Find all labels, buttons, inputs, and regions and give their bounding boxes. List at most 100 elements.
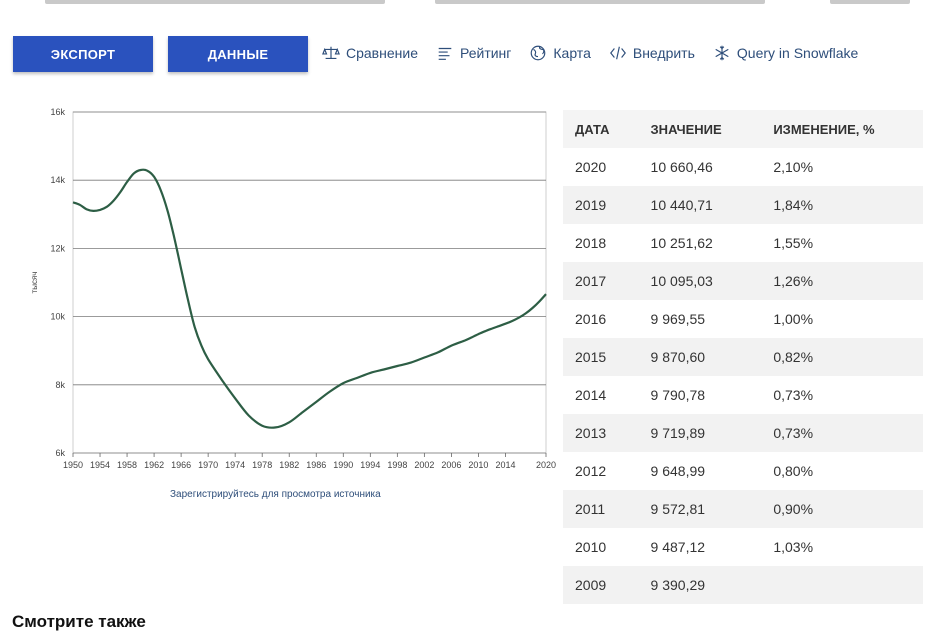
x-tick-label: 1970 xyxy=(198,460,218,470)
y-tick-label: 12k xyxy=(50,243,65,253)
col-header-change: ИЗМЕНЕНИЕ, % xyxy=(761,110,923,148)
y-tick-label: 16k xyxy=(50,107,65,117)
cell-value: 10 440,71 xyxy=(638,186,762,224)
table-row: 2017 10 095,03 1,26% xyxy=(563,262,923,300)
table-row: 2018 10 251,62 1,55% xyxy=(563,224,923,262)
tool-map[interactable]: Карта xyxy=(529,44,591,62)
x-tick-label: 1978 xyxy=(252,460,272,470)
cell-change: 0,90% xyxy=(761,490,923,528)
y-tick-label: 14k xyxy=(50,175,65,185)
y-tick-label: 10k xyxy=(50,312,65,322)
plot-frame xyxy=(72,111,547,454)
table-row: 2015 9 870,60 0,82% xyxy=(563,338,923,376)
cell-change: 0,73% xyxy=(761,414,923,452)
snowflake-icon xyxy=(715,45,729,61)
x-tick-label: 2010 xyxy=(468,460,488,470)
export-button[interactable]: ЭКСПОРТ xyxy=(13,36,153,72)
x-tick-label: 1990 xyxy=(333,460,353,470)
cell-date: 2015 xyxy=(563,338,639,376)
cell-value: 9 572,81 xyxy=(638,490,762,528)
cell-change: 0,82% xyxy=(761,338,923,376)
globe-icon xyxy=(531,45,546,61)
code-icon xyxy=(609,46,626,60)
series-line xyxy=(72,168,547,429)
table-row: 2014 9 790,78 0,73% xyxy=(563,376,923,414)
col-header-date: ДАТА xyxy=(563,110,639,148)
x-tick-label: 1958 xyxy=(117,460,137,470)
x-tick-label: 2014 xyxy=(495,460,515,470)
cell-date: 2011 xyxy=(563,490,639,528)
col-header-value: ЗНАЧЕНИЕ xyxy=(638,110,762,148)
x-tick-label: 2002 xyxy=(414,460,434,470)
table-row: 2010 9 487,12 1,03% xyxy=(563,528,923,566)
tool-map-label: Карта xyxy=(553,45,591,61)
x-tick-label: 1994 xyxy=(360,460,380,470)
top-edge xyxy=(0,0,931,8)
source-link[interactable]: Зарегистрируйтесь для просмотра источник… xyxy=(170,489,381,500)
x-tick-label: 1974 xyxy=(225,460,245,470)
tool-embed-label: Внедрить xyxy=(632,45,695,61)
cell-value: 9 790,78 xyxy=(650,387,706,403)
y-tick-label: 8k xyxy=(55,380,65,390)
list-icon xyxy=(438,47,452,60)
cell-change: 1,84% xyxy=(761,186,923,224)
tool-snowflake-label: Query in Snowflake xyxy=(736,45,859,61)
x-tick-label: 1986 xyxy=(306,460,326,470)
cell-date: 2019 xyxy=(563,186,639,224)
cell-value: 10 251,62 xyxy=(650,235,713,251)
tool-compare-label: Сравнение xyxy=(346,45,418,61)
table-row: 2009 9 390,29 xyxy=(563,566,923,604)
cell-change: 0,73% xyxy=(773,387,814,403)
cell-change: 0,80% xyxy=(773,463,814,479)
x-tick-label: 2020 xyxy=(536,460,556,470)
tool-rating[interactable]: Рейтинг xyxy=(436,44,511,62)
cell-change: 1,00% xyxy=(773,311,814,327)
y-tick-label: 6k xyxy=(55,448,65,458)
y-axis-label: тысяч xyxy=(30,272,39,294)
x-tick-label: 1966 xyxy=(171,460,191,470)
cell-date: 2018 xyxy=(575,235,607,251)
data-table: ДАТА ЗНАЧЕНИЕ ИЗМЕНЕНИЕ, % 2020 10 660,46… xyxy=(563,110,923,604)
cell-date: 2014 xyxy=(575,387,607,403)
table-header-row: ДАТА ЗНАЧЕНИЕ ИЗМЕНЕНИЕ, % xyxy=(563,110,923,148)
cell-change: 1,26% xyxy=(761,262,923,300)
x-tick-label: 1950 xyxy=(63,460,83,470)
table-row: 2019 10 440,71 1,84% xyxy=(563,186,923,224)
line-chart: 6k 8k 10k 12k 14k 16k 1950 1954 1958 1962 1966 1970… xyxy=(30,107,556,470)
cell-value: 9 719,89 xyxy=(638,414,762,452)
cell-change: 1,03% xyxy=(773,539,814,555)
cell-change: 2,10% xyxy=(773,159,814,175)
cell-date: 2016 xyxy=(575,311,607,327)
tool-compare[interactable]: Сравнение xyxy=(322,44,418,62)
cell-date: 2013 xyxy=(563,414,639,452)
toolbar: Сравнение Рейтинг Карта Внедрить Query i… xyxy=(322,44,858,62)
cell-value: 9 648,99 xyxy=(650,463,706,479)
x-tick-label: 1954 xyxy=(90,460,110,470)
table-row: 2020 10 660,46 2,10% xyxy=(563,148,923,186)
table-row: 2013 9 719,89 0,73% xyxy=(563,414,923,452)
cell-value: 10 660,46 xyxy=(650,159,713,175)
x-tick-label: 2006 xyxy=(441,460,461,470)
table-row: 2011 9 572,81 0,90% xyxy=(563,490,923,528)
cell-value: 9 969,55 xyxy=(650,311,706,327)
cell-value: 9 390,29 xyxy=(638,566,762,604)
see-also-heading: Смотрите также xyxy=(12,612,146,631)
x-tick-label: 1962 xyxy=(144,460,164,470)
tool-snowflake[interactable]: Query in Snowflake xyxy=(713,44,858,62)
cell-change xyxy=(761,566,923,604)
cell-value: 9 487,12 xyxy=(650,539,706,555)
cell-change: 1,55% xyxy=(773,235,814,251)
cell-date: 2012 xyxy=(575,463,607,479)
tool-rating-label: Рейтинг xyxy=(459,45,512,61)
cell-date: 2009 xyxy=(563,566,639,604)
table-row: 2016 9 969,55 1,00% xyxy=(563,300,923,338)
x-tick-label: 1982 xyxy=(279,460,299,470)
cell-date: 2010 xyxy=(575,539,607,555)
cell-value: 10 095,03 xyxy=(638,262,762,300)
scales-icon xyxy=(322,46,340,59)
x-tick-label: 1998 xyxy=(387,460,407,470)
cell-date: 2020 xyxy=(575,159,607,175)
tool-embed[interactable]: Внедрить xyxy=(609,44,695,62)
data-button[interactable]: ДАННЫЕ xyxy=(168,36,308,72)
table-row: 2012 9 648,99 0,80% xyxy=(563,452,923,490)
